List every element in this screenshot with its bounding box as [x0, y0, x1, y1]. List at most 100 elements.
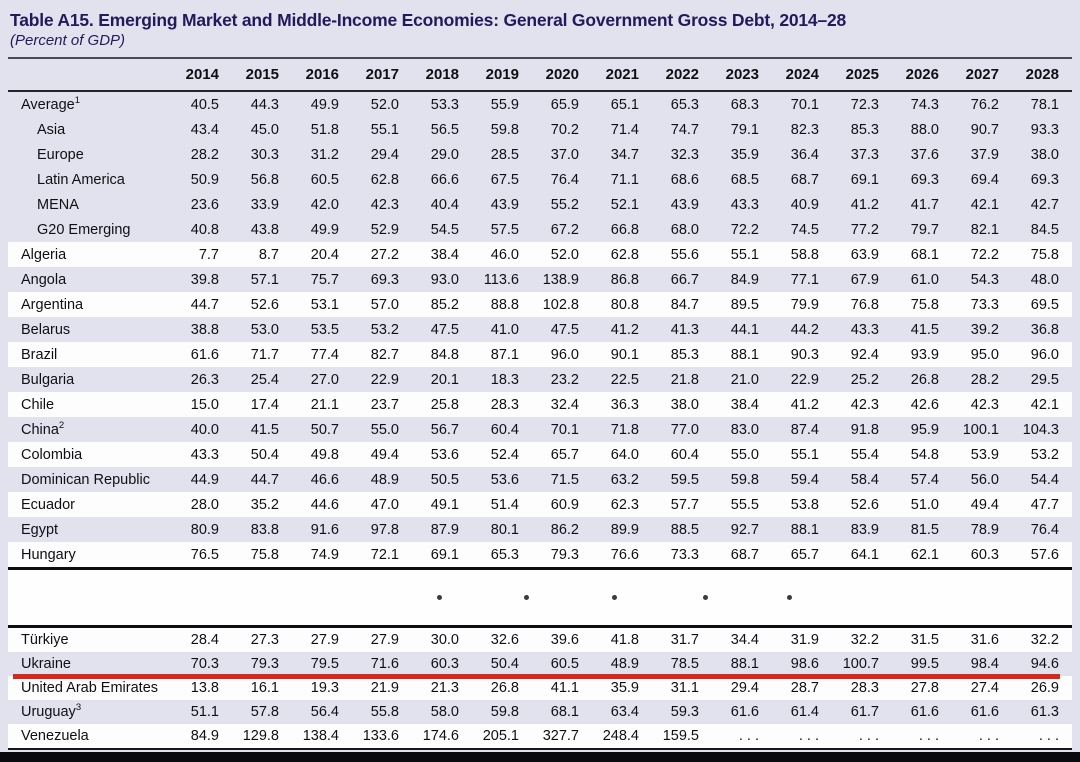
omitted-rows-band — [8, 570, 1072, 628]
debt-table: 2014 2015 2016 2017 2018 2019 2020 2021 2022 2023… — [8, 57, 1072, 750]
table-row-mena: MENA 23.6 33.9 42.0 42.3 40.4 43.9 55.2 52.1 43.9… — [8, 192, 1072, 217]
value-cell: 42.3 — [970, 396, 999, 413]
value-cell: 49.4 — [970, 496, 999, 513]
value-cell: 94.6 — [1030, 656, 1059, 672]
year-header-2018: 2018 — [425, 66, 459, 83]
table-row-asia: Asia 43.4 45.0 51.8 55.1 56.5 59.8 70.2 71.4 74.7… — [8, 117, 1072, 142]
value-cell: 75.8 — [250, 546, 279, 563]
value-cell: 43.3 — [190, 446, 219, 463]
value-cell: 68.7 — [730, 546, 759, 563]
value-cell: 72.2 — [970, 246, 999, 263]
value-cell: 56.0 — [970, 471, 999, 488]
year-header-2016: 2016 — [305, 66, 339, 83]
value-cell: 68.1 — [550, 704, 579, 720]
year-header-2026: 2026 — [905, 66, 939, 83]
value-cell: 85.2 — [430, 296, 459, 313]
value-cell: 28.5 — [490, 146, 519, 163]
value-cell: 32.6 — [490, 632, 519, 648]
value-cell: 32.2 — [1030, 632, 1059, 648]
value-cell: 88.0 — [910, 121, 939, 138]
row-label: G20 Emerging — [37, 221, 131, 238]
value-cell: 55.0 — [730, 446, 759, 463]
value-cell: 78.9 — [970, 521, 999, 538]
value-cell: . . . — [978, 728, 999, 744]
value-cell: 95.9 — [910, 421, 939, 438]
table-title: Table A15. Emerging Market and Middle-In… — [10, 10, 847, 30]
value-cell: 48.9 — [370, 471, 399, 488]
value-cell: 30.0 — [430, 632, 459, 648]
value-cell: 27.4 — [970, 680, 999, 696]
value-cell: 55.6 — [670, 246, 699, 263]
value-cell: 95.0 — [970, 346, 999, 363]
value-cell: 52.0 — [550, 246, 579, 263]
value-cell: 44.6 — [310, 496, 339, 513]
value-cell: 41.3 — [670, 321, 699, 338]
value-cell: 41.8 — [610, 632, 639, 648]
value-cell: 31.5 — [910, 632, 939, 648]
value-cell: 42.1 — [970, 196, 999, 213]
table-row-united-arab-emirates: United Arab Emirates 13.8 16.1 19.3 21.9 21.3… — [8, 676, 1072, 700]
value-cell: 53.1 — [310, 296, 339, 313]
value-cell: 55.2 — [550, 196, 579, 213]
value-cell: 129.8 — [242, 728, 279, 744]
table-row-bulgaria: Bulgaria 26.3 25.4 27.0 22.9 20.1 18.3 23.2 22.5… — [8, 367, 1072, 392]
value-cell: 55.9 — [490, 96, 519, 113]
value-cell: 29.4 — [730, 680, 759, 696]
value-cell: 58.8 — [790, 246, 819, 263]
value-cell: 47.5 — [430, 321, 459, 338]
value-cell: 61.6 — [190, 346, 219, 363]
row-label: Uruguay3 — [21, 702, 82, 720]
row-label: Ecuador — [21, 496, 76, 513]
value-cell: 72.3 — [850, 96, 879, 113]
table-row-egypt: Egypt 80.9 83.8 91.6 97.8 87.9 80.1 86.2 89.9 88.… — [8, 517, 1072, 542]
value-cell: 53.3 — [430, 96, 459, 113]
value-cell: 58.0 — [430, 704, 459, 720]
table-row-chile: Chile 15.0 17.4 21.1 23.7 25.8 28.3 32.4 36.3 38.… — [8, 392, 1072, 417]
value-cell: 53.0 — [250, 321, 279, 338]
omitted-rows-dot — [787, 595, 792, 600]
value-cell: 73.3 — [970, 296, 999, 313]
value-cell: 21.3 — [430, 680, 459, 696]
value-cell: 31.6 — [970, 632, 999, 648]
table-row-venezuela: Venezuela 84.9 129.8 138.4 133.6 174.6 205.1 32… — [8, 724, 1072, 748]
value-cell: 28.2 — [190, 146, 219, 163]
year-header-2024: 2024 — [785, 66, 819, 83]
value-cell: 79.3 — [550, 546, 579, 563]
value-cell: 58.4 — [850, 471, 879, 488]
value-cell: 50.5 — [430, 471, 459, 488]
value-cell: 65.3 — [490, 546, 519, 563]
value-cell: . . . — [858, 728, 879, 744]
value-cell: 93.3 — [1030, 121, 1059, 138]
value-cell: 102.8 — [542, 296, 579, 313]
year-header-2023: 2023 — [725, 66, 759, 83]
value-cell: 81.5 — [910, 521, 939, 538]
value-cell: 57.4 — [910, 471, 939, 488]
value-cell: 25.8 — [430, 396, 459, 413]
value-cell: 67.9 — [850, 271, 879, 288]
value-cell: 57.6 — [1030, 546, 1059, 563]
value-cell: 43.4 — [190, 121, 219, 138]
value-cell: 88.1 — [730, 346, 759, 363]
value-cell: 79.1 — [730, 121, 759, 138]
value-cell: 53.2 — [370, 321, 399, 338]
value-cell: 28.2 — [970, 371, 999, 388]
table-row-average: Average1 40.5 44.3 49.9 52.0 53.3 55.9 65.9 65.1… — [8, 92, 1072, 117]
value-cell: 55.1 — [370, 121, 399, 138]
year-header-2021: 2021 — [605, 66, 639, 83]
value-cell: 44.7 — [190, 296, 219, 313]
value-cell: 67.5 — [490, 171, 519, 188]
value-cell: 83.8 — [250, 521, 279, 538]
value-cell: 41.2 — [850, 196, 879, 213]
value-cell: 71.1 — [610, 171, 639, 188]
value-cell: 66.6 — [430, 171, 459, 188]
value-cell: 44.2 — [790, 321, 819, 338]
value-cell: 77.2 — [850, 221, 879, 238]
value-cell: 75.8 — [910, 296, 939, 313]
table-row-ukraine: Ukraine 70.3 79.3 79.5 71.6 60.3 50.4 60.5 48.9 7… — [8, 652, 1072, 679]
value-cell: 54.3 — [970, 271, 999, 288]
row-label: Bulgaria — [21, 371, 75, 388]
value-cell: 84.8 — [430, 346, 459, 363]
value-cell: 63.2 — [610, 471, 639, 488]
value-cell: 69.3 — [1030, 171, 1059, 188]
value-cell: 52.0 — [370, 96, 399, 113]
